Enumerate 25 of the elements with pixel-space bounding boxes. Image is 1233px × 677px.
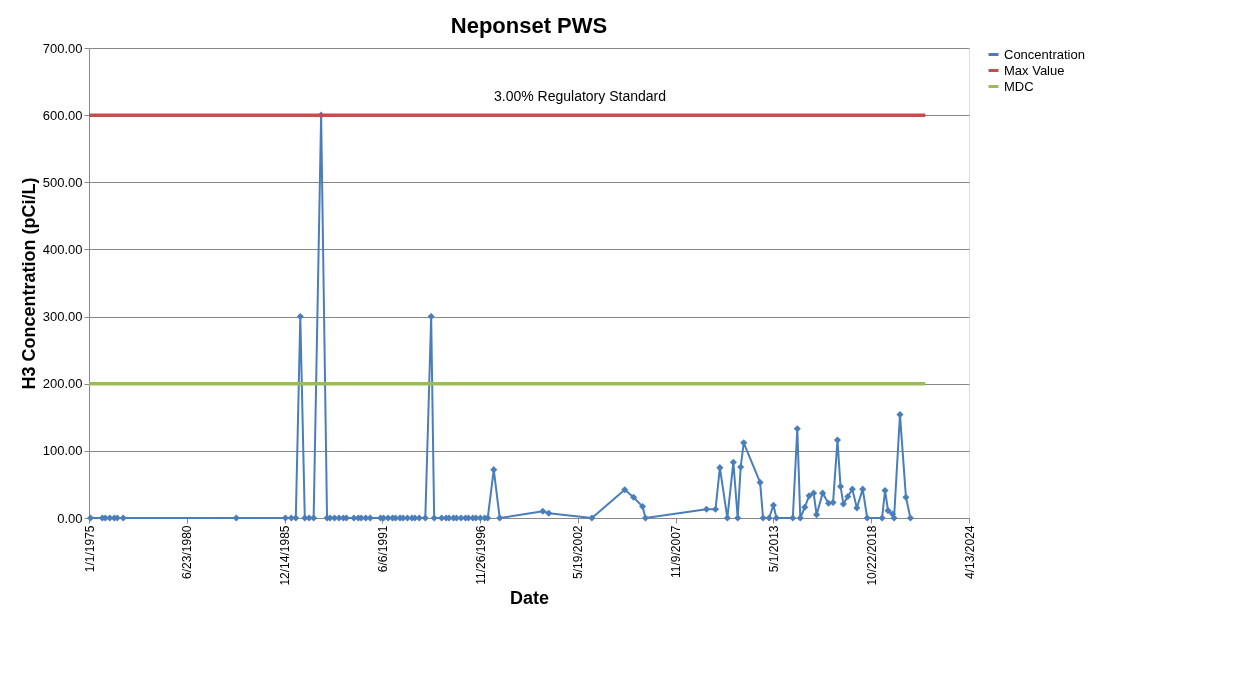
y-tick-label: 0.00: [57, 510, 83, 526]
x-tick-label: 11/26/1996: [473, 525, 488, 585]
chart-title: Neponset PWS: [450, 13, 608, 38]
y-axis-title: H3 Concentration (pCi/L): [18, 177, 39, 390]
annotation: 3.00% Regulatory Standard: [493, 88, 666, 105]
x-tick-label: 5/1/2013: [766, 525, 781, 573]
y-tick-label: 600.00: [42, 107, 83, 123]
x-tick-label: 5/19/2002: [571, 525, 586, 579]
y-tick-label: 400.00: [42, 241, 83, 257]
x-tick-label: 11/9/2007: [669, 525, 684, 578]
legend-label: Max Value: [1004, 62, 1065, 78]
x-tick-label: 4/13/2024: [962, 525, 977, 579]
x-axis-title: Date: [509, 587, 550, 608]
x-tick-label: 12/14/1985: [278, 525, 293, 586]
legend-label: MDC: [1004, 78, 1034, 94]
x-tick-label: 6/23/1980: [180, 525, 195, 579]
y-tick-label: 700.00: [42, 40, 83, 56]
x-tick-label: 1/1/1975: [82, 525, 97, 573]
y-tick-label: 200.00: [42, 376, 83, 392]
y-tick-label: 500.00: [42, 174, 83, 190]
x-tick-label: 6/6/1991: [375, 525, 390, 573]
x-tick-label: 10/22/2018: [864, 525, 879, 586]
y-tick-label: 300.00: [42, 309, 83, 325]
y-tick-label: 100.00: [42, 443, 83, 459]
legend-label: Concentration: [1004, 46, 1085, 62]
